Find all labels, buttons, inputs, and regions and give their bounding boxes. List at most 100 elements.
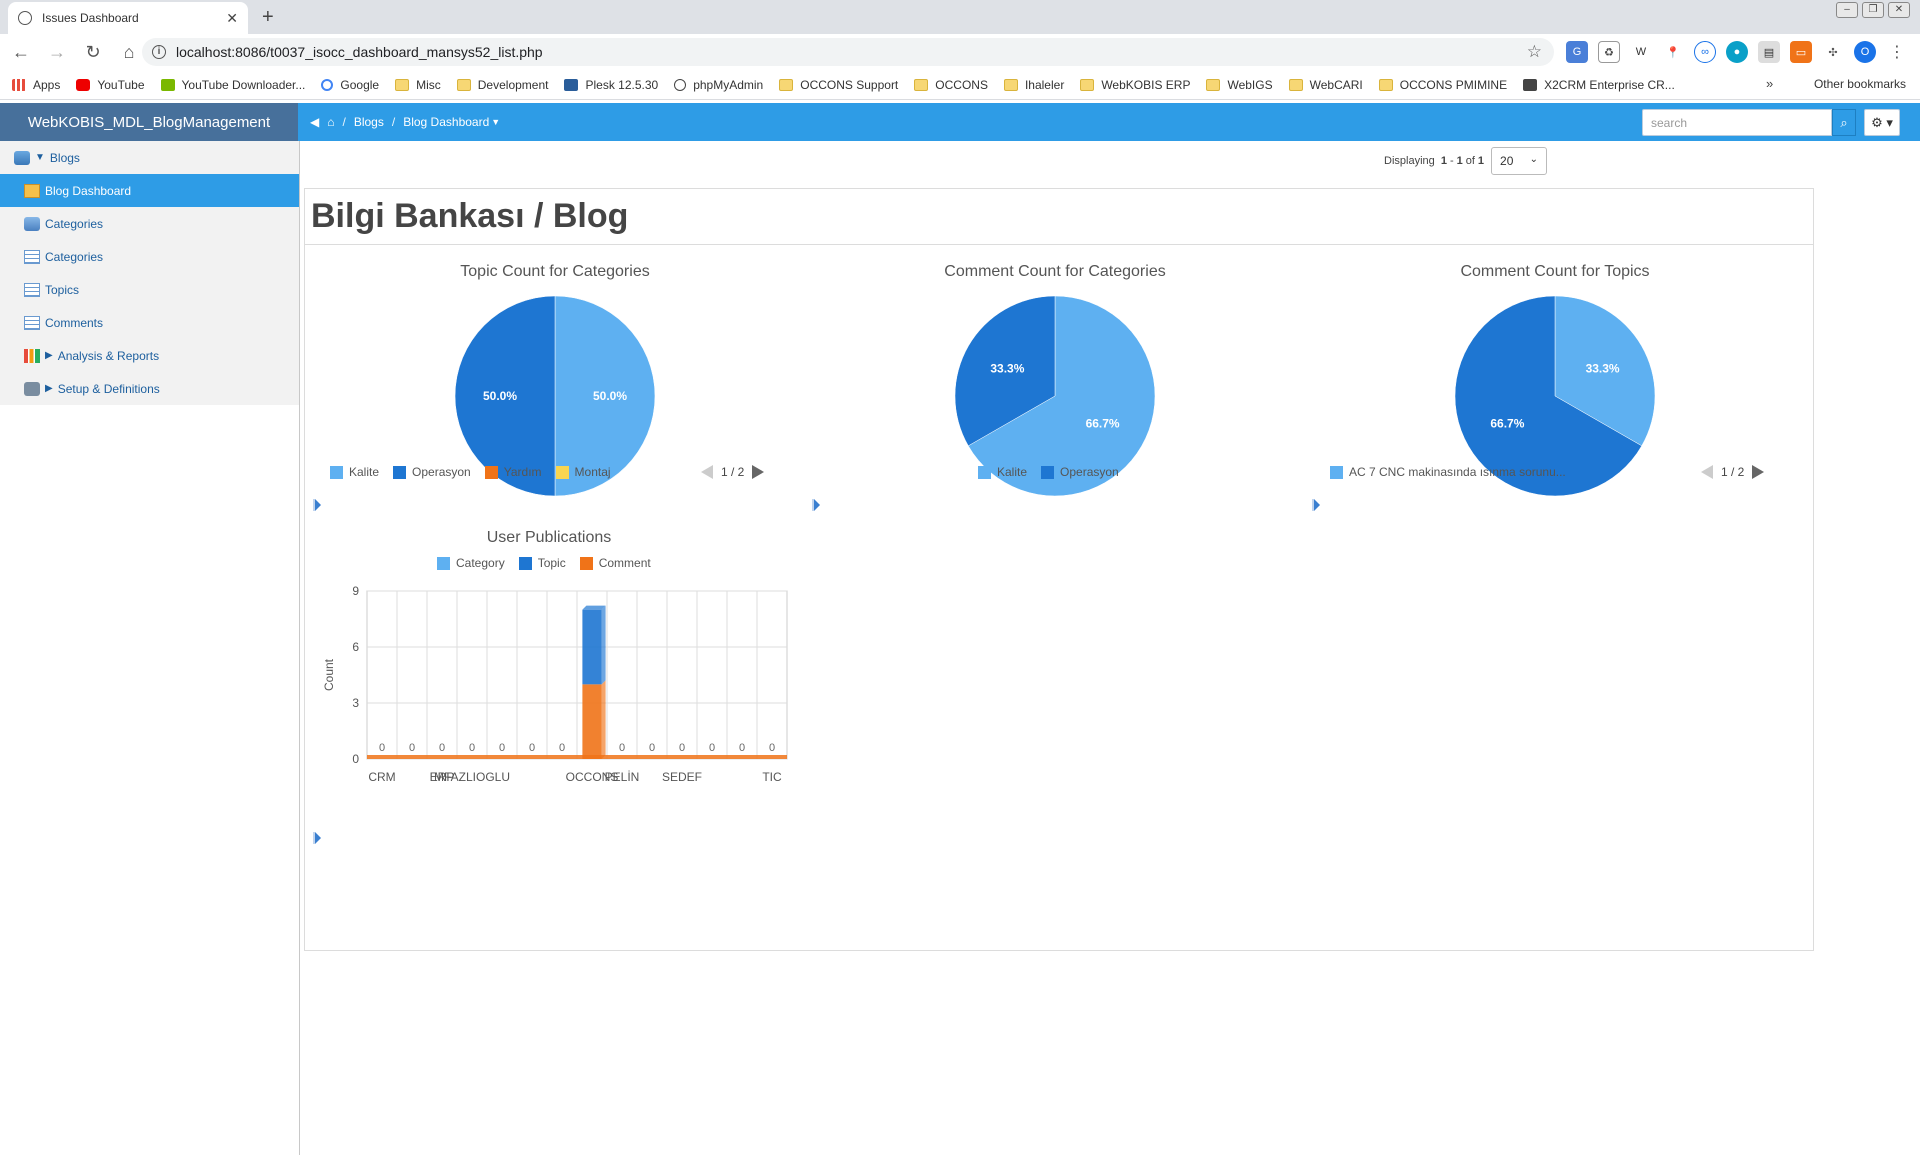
sidebar-item-setup[interactable]: ▶ Setup & Definitions xyxy=(0,372,299,405)
sidebar-item-comments[interactable]: Comments xyxy=(0,306,299,339)
bookmark-webcari[interactable]: WebCARI xyxy=(1288,78,1363,92)
bookmark-development[interactable]: Development xyxy=(456,78,548,92)
browser-toolbar: ← → ↻ ⌂ i localhost:8086/t0037_isocc_das… xyxy=(0,34,1920,70)
legend-item[interactable]: Comment xyxy=(579,556,651,570)
legend-item[interactable]: Yardım xyxy=(484,465,542,479)
profile-avatar[interactable]: O xyxy=(1854,41,1876,63)
loop-icon[interactable]: ∞ xyxy=(1694,41,1716,63)
breadcrumb-current[interactable]: Blog Dashboard xyxy=(403,115,490,129)
back-caret-icon[interactable]: ◀ xyxy=(310,115,320,129)
breadcrumb-blogs[interactable]: Blogs xyxy=(353,115,384,129)
legend-prev-icon[interactable] xyxy=(701,465,713,479)
more-bookmarks-icon[interactable]: » xyxy=(1766,76,1774,91)
bookmark-occons[interactable]: OCCONS xyxy=(914,78,988,92)
legend-item[interactable]: Montaj xyxy=(555,465,611,479)
forward-icon[interactable]: → xyxy=(48,41,66,62)
sidebar-item-topics[interactable]: Topics xyxy=(0,273,299,306)
sidebar-item-categories[interactable]: Categories xyxy=(0,207,299,240)
bookmark-x2crm[interactable]: X2CRM Enterprise CR... xyxy=(1523,78,1675,92)
bar-data-label: 0 xyxy=(529,742,535,754)
bookmark-webkobis-erp[interactable]: WebKOBIS ERP xyxy=(1080,78,1190,92)
extension-blue-icon[interactable]: ● xyxy=(1726,41,1748,63)
wiki-icon[interactable]: W xyxy=(1630,41,1652,63)
expand-arrow-icon[interactable] xyxy=(313,499,321,511)
chart-legend: Category Topic Comment xyxy=(437,556,665,570)
legend-item[interactable]: Category xyxy=(437,556,505,570)
expand-arrow-icon[interactable] xyxy=(1312,499,1320,511)
bookmark-misc[interactable]: Misc xyxy=(395,78,441,92)
legend-item[interactable]: Kalite xyxy=(978,465,1027,479)
recycle-icon[interactable]: ♻ xyxy=(1598,41,1620,63)
google-icon xyxy=(321,78,334,91)
bookmark-google[interactable]: Google xyxy=(321,78,379,92)
chart-title: Comment Count for Topics xyxy=(1460,263,1650,280)
expand-arrow-icon[interactable] xyxy=(812,499,820,511)
folder-icon xyxy=(779,78,794,91)
bookmark-star-icon[interactable]: ☆ xyxy=(1526,42,1542,61)
legend-item[interactable]: Kalite xyxy=(330,465,379,479)
sidebar-item-analysis[interactable]: ▶ Analysis & Reports xyxy=(0,339,299,372)
chevron-down-icon: ⌄ xyxy=(1529,154,1539,165)
legend-prev-icon[interactable] xyxy=(1701,465,1713,479)
legend-item[interactable]: Topic xyxy=(518,556,566,570)
pie-data-label: 33.3% xyxy=(990,361,1024,375)
sidebar-group-blogs[interactable]: ▼ Blogs xyxy=(0,141,299,174)
html-icon[interactable]: ▤ xyxy=(1758,41,1780,63)
legend-item[interactable]: Operasyon xyxy=(1041,465,1119,479)
y-axis-label: Count xyxy=(322,658,336,691)
bookmark-apps[interactable]: Apps xyxy=(12,78,60,92)
bookmark-phpmyadmin[interactable]: phpMyAdmin xyxy=(674,78,763,92)
sidebar-item-categories-table[interactable]: Categories xyxy=(0,240,299,273)
bar-chart-icon xyxy=(24,348,40,363)
sidebar-item-blog-dashboard[interactable]: Blog Dashboard xyxy=(0,174,299,207)
legend-next-icon[interactable] xyxy=(1752,465,1765,479)
back-icon[interactable]: ← xyxy=(12,41,30,62)
comments-icon xyxy=(24,315,40,330)
legend-swatch xyxy=(579,556,593,570)
legend-swatch xyxy=(1041,465,1055,479)
legend-swatch xyxy=(437,556,450,570)
info-icon[interactable]: i xyxy=(152,45,166,59)
close-tab-icon[interactable]: ✕ xyxy=(226,9,238,26)
minimize-button[interactable]: – xyxy=(1836,2,1858,18)
close-window-button[interactable]: ✕ xyxy=(1888,2,1910,18)
bookmark-youtube[interactable]: YouTube xyxy=(76,78,145,92)
page-size-select[interactable]: 20 ⌄ xyxy=(1491,147,1548,175)
legend-item[interactable]: Operasyon xyxy=(393,465,471,479)
settings-button[interactable]: ⚙ ▾ xyxy=(1864,109,1900,136)
bookmark-youtube-downloader[interactable]: YouTube Downloader... xyxy=(160,78,305,92)
new-tab-button[interactable]: + xyxy=(262,6,274,28)
bookmark-ihaleler[interactable]: Ihaleler xyxy=(1003,78,1064,92)
reload-icon[interactable]: ↻ xyxy=(85,41,101,62)
chevron-down-icon[interactable]: ▼ xyxy=(491,117,501,127)
base-strip xyxy=(367,755,787,759)
translate-icon[interactable]: G xyxy=(1566,41,1588,63)
bookmark-other[interactable]: Other bookmarks xyxy=(1793,77,1906,91)
pin-icon[interactable]: 📍 xyxy=(1662,41,1684,63)
folder-icon xyxy=(1003,78,1018,91)
bookmark-plesk[interactable]: Plesk 12.5.30 xyxy=(564,78,658,92)
menu-icon[interactable]: ⋮ xyxy=(1886,41,1908,63)
puzzle-icon[interactable]: ✣ xyxy=(1822,41,1844,63)
home-icon[interactable]: ⌂ xyxy=(123,41,135,62)
legend-next-icon[interactable] xyxy=(752,465,765,479)
bookmark-occons-support[interactable]: OCCONS Support xyxy=(779,78,898,92)
bookmark-occons-pmimine[interactable]: OCCONS PMIMINE xyxy=(1378,78,1507,92)
bookmark-webigs[interactable]: WebIGS xyxy=(1206,78,1273,92)
orange-extension-icon[interactable]: ▭ xyxy=(1790,41,1812,63)
address-bar[interactable]: i localhost:8086/t0037_isocc_dashboard_m… xyxy=(142,38,1554,66)
expand-arrow-icon[interactable] xyxy=(313,832,321,844)
home-icon[interactable]: ⌂ xyxy=(327,115,335,129)
browser-tab[interactable]: Issues Dashboard ✕ xyxy=(8,2,248,34)
search-input[interactable]: search xyxy=(1642,109,1832,136)
bar xyxy=(582,684,602,759)
caret-down-icon: ▼ xyxy=(35,152,45,163)
caret-right-icon: ▶ xyxy=(45,350,53,361)
download-arrow-icon xyxy=(160,78,175,91)
legend-item[interactable]: AC 7 CNC makinasında ısınma sorunu... xyxy=(1330,465,1566,479)
restore-button[interactable]: ❐ xyxy=(1862,2,1884,18)
search-button[interactable]: ⌕ xyxy=(1832,109,1856,136)
app-brand[interactable]: WebKOBIS_MDL_BlogManagement xyxy=(0,103,298,141)
y-tick-label: 0 xyxy=(352,752,359,766)
pie-data-label: 66.7% xyxy=(1490,417,1524,431)
